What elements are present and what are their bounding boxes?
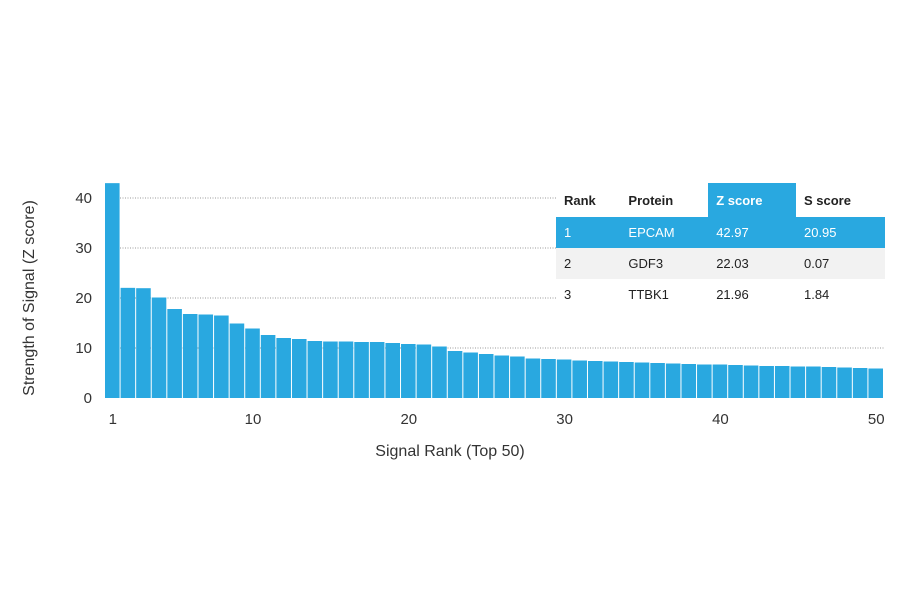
bar: [665, 363, 681, 398]
cell-protein: TTBK1: [620, 279, 709, 310]
bar: [634, 362, 650, 398]
table-row: 3 TTBK1 21.96 1.84: [556, 279, 885, 310]
cell-s-score: 20.95: [795, 217, 885, 248]
bar: [619, 362, 634, 398]
bar: [681, 364, 697, 398]
bar: [587, 361, 603, 398]
bar: [401, 344, 416, 398]
bar: [697, 364, 712, 398]
cell-rank: 2: [556, 248, 621, 279]
bar: [385, 343, 401, 398]
bar: [728, 365, 743, 398]
x-tick-label: 30: [556, 411, 573, 428]
bar: [572, 360, 587, 398]
bar: [354, 342, 369, 398]
bar: [260, 335, 276, 398]
cell-s-score: 0.07: [795, 248, 885, 279]
cell-rank: 3: [556, 279, 621, 310]
header-s-score: S score: [795, 183, 885, 217]
x-tick-label: 50: [868, 411, 885, 428]
bar: [556, 359, 572, 398]
header-z-score: Z score: [708, 183, 796, 217]
cell-z-score: 22.03: [708, 248, 796, 279]
bar: [198, 314, 214, 398]
bar: [837, 367, 852, 398]
x-tick-label: 10: [245, 411, 262, 428]
bar: [821, 367, 837, 398]
bar: [245, 328, 260, 398]
bar: [650, 363, 665, 398]
bar: [759, 366, 774, 398]
bar: [743, 365, 759, 398]
header-rank: Rank: [556, 183, 621, 217]
cell-s-score: 1.84: [795, 279, 885, 310]
bar: [291, 339, 307, 398]
x-tick-label: 20: [400, 411, 417, 428]
header-protein: Protein: [620, 183, 709, 217]
bar: [712, 364, 728, 398]
bar: [447, 351, 463, 398]
cell-z-score: 42.97: [708, 217, 796, 248]
y-tick-label: 10: [75, 340, 92, 357]
bar: [167, 309, 182, 398]
bar: [478, 354, 494, 398]
bar: [229, 323, 245, 398]
bar: [494, 355, 510, 398]
table-row: 2 GDF3 22.03 0.07: [556, 248, 885, 279]
bar: [105, 183, 120, 398]
bar: [307, 341, 323, 398]
y-axis-title: Strength of Signal (Z score): [21, 200, 38, 396]
bar: [463, 352, 478, 398]
bar: [338, 341, 354, 398]
bar: [510, 356, 525, 398]
bar: [806, 366, 821, 398]
bar: [852, 368, 868, 398]
bar: [276, 338, 291, 398]
y-tick-label: 20: [75, 290, 92, 307]
x-tick-label: 40: [712, 411, 729, 428]
bar: [432, 346, 447, 398]
bar: [151, 297, 167, 398]
cell-protein: GDF3: [620, 248, 709, 279]
bar: [182, 314, 198, 398]
bar: [868, 368, 883, 398]
x-axis-title: Signal Rank (Top 50): [375, 443, 525, 460]
bar: [120, 287, 136, 398]
x-tick-label: 1: [109, 411, 117, 428]
cell-z-score: 21.96: [708, 279, 796, 310]
bar: [525, 358, 541, 398]
cell-rank: 1: [556, 217, 621, 248]
top-hits-table: Rank Protein Z score S score 1 EPCAM 42.…: [556, 183, 885, 310]
y-tick-label: 40: [75, 190, 92, 207]
bar: [136, 288, 151, 398]
bar: [214, 315, 229, 398]
bar: [323, 341, 338, 398]
y-tick-label: 0: [84, 390, 92, 407]
table-row: 1 EPCAM 42.97 20.95: [556, 217, 885, 248]
bar: [541, 359, 556, 398]
bar: [416, 344, 432, 398]
bar: [603, 361, 619, 398]
table-header-row: Rank Protein Z score S score: [556, 183, 885, 217]
y-tick-label: 30: [75, 240, 92, 257]
bar: [774, 366, 790, 398]
bar: [790, 366, 806, 398]
bar: [369, 342, 385, 398]
cell-protein: EPCAM: [620, 217, 709, 248]
